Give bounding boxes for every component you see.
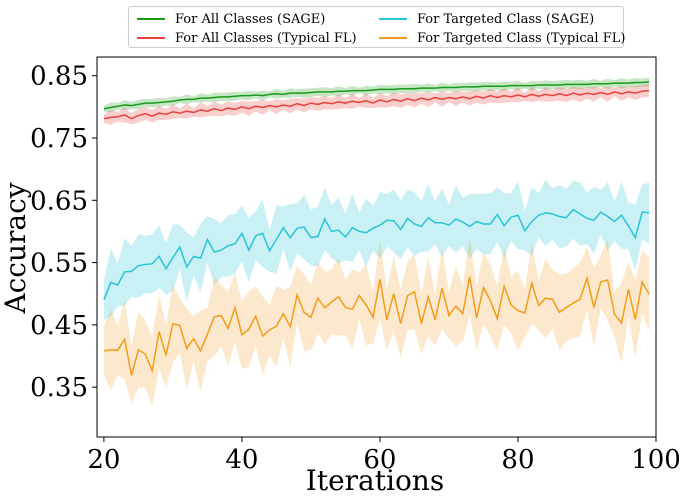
x-axis-label: Iterations xyxy=(306,464,444,497)
x-tick-label: 20 xyxy=(87,445,120,475)
line-series-2 xyxy=(103,208,650,301)
line-series-3 xyxy=(103,275,650,376)
legend-item-all-fl: For All Classes (Typical FL) xyxy=(137,29,357,47)
legend-item-targeted-fl: For Targeted Class (Typical FL) xyxy=(379,29,625,47)
legend-swatch-all-sage xyxy=(137,18,165,20)
confidence-bands xyxy=(103,77,650,407)
x-tick-label: 80 xyxy=(501,445,534,475)
y-tick-label: 0.55 xyxy=(30,249,88,279)
line-series-0 xyxy=(103,81,650,110)
legend-label-targeted-sage: For Targeted Class (SAGE) xyxy=(417,11,595,27)
y-axis-ticks: 0.35 0.45 0.55 0.65 0.75 0.85 xyxy=(30,62,97,403)
legend-label-targeted-fl: For Targeted Class (Typical FL) xyxy=(417,30,626,46)
y-tick-label: 0.35 xyxy=(30,373,88,403)
plot-frame xyxy=(96,56,657,438)
x-axis-ticks: 20 40 60 80 100 xyxy=(87,437,681,475)
y-tick-label: 0.75 xyxy=(30,124,88,154)
y-axis-label: Accuracy xyxy=(0,182,32,314)
line-series-1 xyxy=(103,89,650,120)
legend-item-targeted-sage: For Targeted Class (SAGE) xyxy=(379,10,594,28)
y-tick-label: 0.85 xyxy=(30,62,88,92)
band-series-3 xyxy=(103,238,650,407)
y-tick-label: 0.45 xyxy=(30,311,88,341)
x-tick-label: 100 xyxy=(631,445,681,475)
series-lines xyxy=(103,81,650,376)
legend-swatch-all-fl xyxy=(137,37,165,39)
legend-label-all-fl: For All Classes (Typical FL) xyxy=(175,30,357,46)
x-tick-label: 60 xyxy=(363,445,396,475)
y-tick-label: 0.65 xyxy=(30,186,88,216)
legend: For All Classes (SAGE) For All Classes (… xyxy=(128,6,625,48)
legend-label-all-sage: For All Classes (SAGE) xyxy=(175,11,326,27)
legend-swatch-targeted-fl xyxy=(379,37,407,39)
legend-item-all-sage: For All Classes (SAGE) xyxy=(137,10,325,28)
legend-swatch-targeted-sage xyxy=(379,18,407,20)
x-tick-label: 40 xyxy=(225,445,258,475)
band-series-2 xyxy=(103,179,650,321)
band-series-1 xyxy=(103,84,650,125)
